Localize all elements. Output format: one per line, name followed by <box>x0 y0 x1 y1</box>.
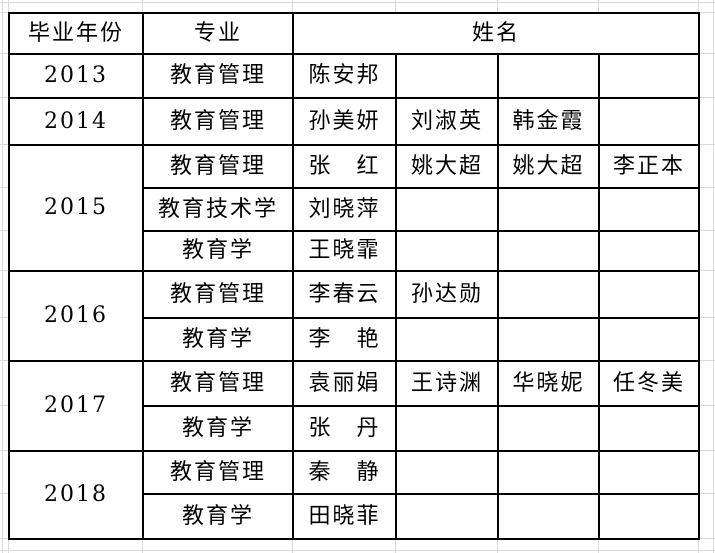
major-cell[interactable]: 教育管理 <box>142 450 294 495</box>
header-major[interactable]: 专业 <box>142 12 294 55</box>
name-cell[interactable]: 张 红 <box>292 144 397 189</box>
name-cell[interactable]: 张 丹 <box>292 405 397 452</box>
header-row: 毕业年份 专业 姓名 <box>8 12 701 55</box>
major-cell[interactable]: 教育管理 <box>142 270 294 319</box>
header-year[interactable]: 毕业年份 <box>8 12 144 55</box>
gridline-h <box>0 2 715 3</box>
name-cell[interactable]: 孙美妍 <box>292 97 397 146</box>
table-row: 2015 教育管理 张 红 姚大超 姚大超 李正本 <box>8 144 701 272</box>
name-cell[interactable] <box>395 405 499 452</box>
name-cell[interactable]: 刘晓萍 <box>292 187 397 232</box>
table-row: 2018 教育管理 秦 静 <box>8 450 701 540</box>
name-cell[interactable] <box>597 405 701 452</box>
year-cell[interactable]: 2018 <box>8 450 144 540</box>
name-cell[interactable] <box>395 450 499 495</box>
major-cell[interactable]: 教育学 <box>142 405 294 452</box>
year-cell[interactable]: 2016 <box>8 270 144 362</box>
year-cell[interactable]: 2017 <box>8 360 144 452</box>
major-cell[interactable]: 教育管理 <box>142 144 294 189</box>
name-cell[interactable]: 姚大超 <box>395 144 499 189</box>
name-cell[interactable]: 秦 静 <box>292 450 397 495</box>
name-cell[interactable]: 陈安邦 <box>292 53 397 99</box>
name-cell[interactable]: 姚大超 <box>497 144 600 189</box>
major-cell[interactable]: 教育学 <box>142 317 294 362</box>
name-cell[interactable]: 王诗渊 <box>395 360 499 407</box>
year-cell[interactable]: 2015 <box>8 144 144 272</box>
table-row: 2016 教育管理 李春云 孙达勋 <box>8 270 701 362</box>
table-row: 2017 教育管理 袁丽娟 王诗渊 华晓妮 任冬美 <box>8 360 701 452</box>
name-cell[interactable] <box>395 317 499 362</box>
name-cell[interactable]: 刘淑英 <box>395 97 499 146</box>
year-cell[interactable]: 2014 <box>8 97 144 146</box>
name-cell[interactable]: 孙达勋 <box>395 270 499 319</box>
name-cell[interactable] <box>395 493 499 540</box>
name-cell[interactable] <box>497 270 600 319</box>
name-cell[interactable]: 韩金霞 <box>497 97 600 146</box>
name-cell[interactable] <box>395 187 499 232</box>
table-row: 2014 教育管理 孙美妍 刘淑英 韩金霞 <box>8 97 701 146</box>
table-row: 教育学 田晓菲 <box>9 493 701 540</box>
major-cell[interactable]: 教育学 <box>142 493 294 540</box>
year-cell[interactable]: 2013 <box>8 53 144 99</box>
name-cell[interactable] <box>597 493 701 540</box>
name-cell[interactable] <box>497 405 600 452</box>
major-cell[interactable]: 教育管理 <box>142 97 294 146</box>
gridline-h <box>0 550 715 551</box>
name-cell[interactable] <box>497 493 600 540</box>
major-cell[interactable]: 教育技术学 <box>142 187 294 232</box>
name-cell[interactable]: 李正本 <box>597 144 701 189</box>
table-row: 教育技术学 刘晓萍 <box>9 187 701 232</box>
table-row: 教育学 张 丹 <box>9 405 701 452</box>
major-cell[interactable]: 教育管理 <box>142 53 294 99</box>
name-cell[interactable]: 袁丽娟 <box>292 360 397 407</box>
name-cell[interactable] <box>597 230 701 272</box>
gridline-v <box>2 0 3 553</box>
name-cell[interactable] <box>497 53 600 99</box>
name-cell[interactable] <box>597 187 701 232</box>
name-cell[interactable] <box>395 53 499 99</box>
name-cell[interactable] <box>597 270 701 319</box>
major-cell[interactable]: 教育学 <box>142 230 294 272</box>
graduates-table: 毕业年份 专业 姓名 2013 教育管理 陈安邦 2014 教育管理 孙美妍 刘… <box>8 12 701 540</box>
name-cell[interactable] <box>497 317 600 362</box>
name-cell[interactable] <box>597 450 701 495</box>
name-cell[interactable]: 李春云 <box>292 270 397 319</box>
header-names[interactable]: 姓名 <box>291 12 701 55</box>
name-cell[interactable] <box>395 230 499 272</box>
name-cell[interactable] <box>597 97 701 146</box>
table-row: 教育学 王晓霏 <box>9 230 701 272</box>
name-cell[interactable] <box>497 230 600 272</box>
name-cell[interactable]: 王晓霏 <box>292 230 397 272</box>
table-row: 教育学 李 艳 <box>9 317 701 362</box>
table-row: 2013 教育管理 陈安邦 <box>8 53 701 99</box>
name-cell[interactable] <box>597 317 701 362</box>
name-cell[interactable]: 李 艳 <box>292 317 397 362</box>
name-cell[interactable] <box>597 53 701 99</box>
gridline-v <box>713 0 714 553</box>
name-cell[interactable]: 华晓妮 <box>497 360 600 407</box>
name-cell[interactable] <box>497 450 600 495</box>
major-cell[interactable]: 教育管理 <box>142 360 294 407</box>
name-cell[interactable]: 田晓菲 <box>292 493 397 540</box>
name-cell[interactable] <box>497 187 600 232</box>
name-cell[interactable]: 任冬美 <box>597 360 701 407</box>
